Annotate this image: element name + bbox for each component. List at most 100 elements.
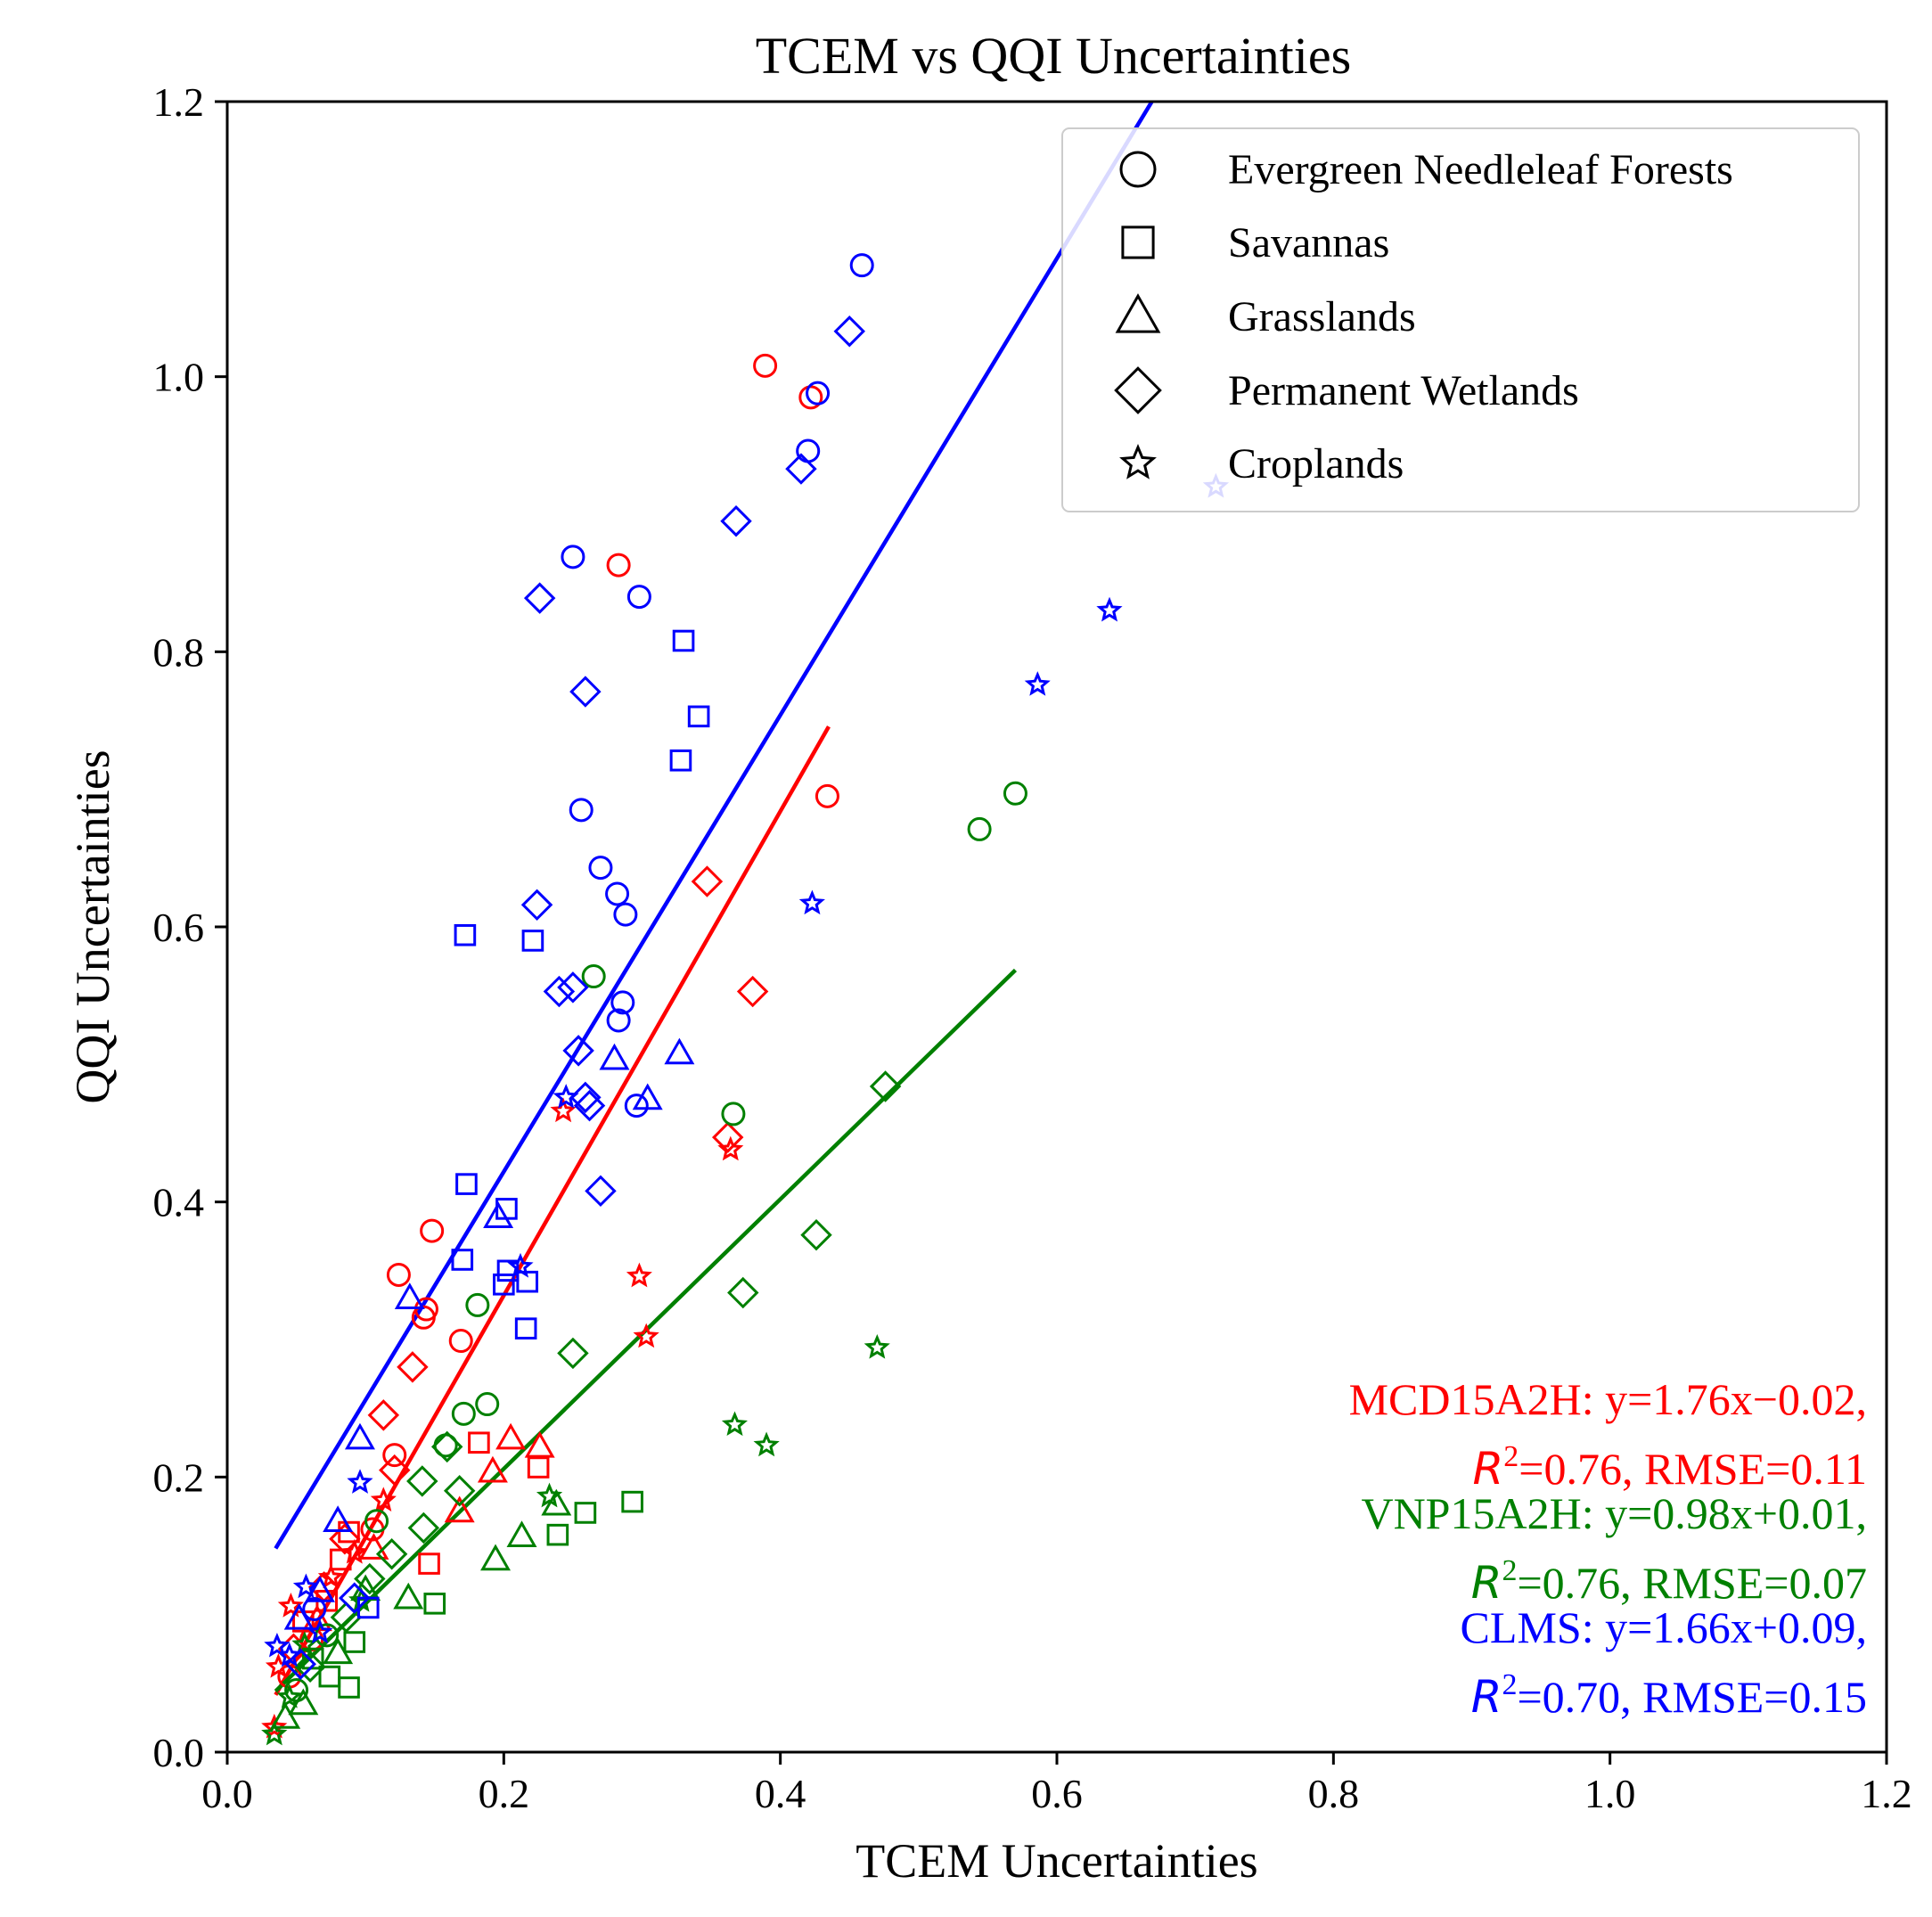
point-vnp15a2h-diamond [294,1651,326,1684]
point-vnp15a2h-diamond [406,1465,438,1497]
point-clms-square [496,1259,520,1282]
point-vnp15a2h-triangle [393,1582,424,1610]
point-mcd15a2h-star [626,1262,652,1288]
point-clms-circle [610,990,635,1015]
point-mcd15a2h-triangle [495,1422,527,1450]
point-clms-square [687,705,710,728]
point-clms-square [516,1270,539,1293]
point-vnp15a2h-square [546,1523,569,1546]
chart-title: TCEM vs QQI Uncertainties [756,27,1351,85]
point-clms-diamond [569,676,602,708]
point-mcd15a2h-star [550,1097,577,1123]
point-vnp15a2h-diamond [443,1475,476,1507]
x-tick-label: 0.4 [755,1771,806,1816]
point-clms-triangle [632,1083,663,1110]
x-axis-ticks: 0.0 0.2 0.4 0.6 0.8 1.0 1.2 [201,1752,1912,1816]
y-tick-label: 0.8 [153,629,205,675]
legend-label: Croplands [1228,440,1404,487]
point-clms-circle [605,881,630,906]
point-vnp15a2h-diamond [727,1276,759,1309]
point-clms-circle [302,1596,327,1621]
point-clms-star [276,1642,303,1667]
point-clms-square [451,1249,474,1271]
legend-label: Grasslands [1228,293,1416,340]
y-tick-label: 0.6 [153,905,205,950]
legend-marker-circle [1119,151,1157,188]
point-clms-star [292,1573,319,1599]
stats-equation-clms: CLMS: y=1.66x+0.09, [1461,1602,1867,1652]
point-vnp15a2h-square [343,1631,366,1653]
legend-label: Evergreen Needleleaf Forests [1228,146,1733,193]
stats-r2-vnp15a2h: R2=0.76, RMSE=0.07 [1471,1554,1867,1609]
point-mcd15a2h-circle [606,553,631,578]
point-vnp15a2h-triangle [480,1544,512,1571]
y-tick-label: 0.0 [153,1730,205,1775]
point-mcd15a2h-star [261,1713,288,1739]
point-vnp15a2h-diamond [430,1430,463,1463]
point-vnp15a2h-triangle [270,1701,301,1729]
point-clms-star [1024,671,1051,696]
point-mcd15a2h-star [717,1135,744,1161]
point-vnp15a2h-circle [581,964,606,989]
point-clms-diamond [720,504,752,537]
point-vnp15a2h-diamond [354,1562,386,1595]
plot-area [261,102,1230,1746]
point-clms-square [454,923,477,946]
x-tick-label: 0.8 [1308,1771,1360,1816]
point-clms-star [307,1618,333,1644]
stats-r2-mcd15a2h: R2=0.76, RMSE=0.11 [1473,1440,1867,1495]
point-mcd15a2h-triangle [444,1495,475,1523]
y-tick-label: 1.2 [153,79,205,125]
point-clms-circle [806,381,831,406]
point-mcd15a2h-star [317,1563,344,1589]
point-vnp15a2h-circle [451,1401,476,1426]
point-mcd15a2h-circle [411,1305,436,1330]
point-mcd15a2h-diamond [711,1121,744,1153]
point-vnp15a2h-triangle [288,1688,319,1716]
point-clms-diamond [785,453,817,485]
x-tick-label: 0.6 [1031,1771,1083,1816]
x-tick-label: 0.0 [201,1771,253,1816]
fit-statistics: MCD15A2H: y=1.76x−0.02, R2=0.76, RMSE=0.1… [1349,1374,1867,1723]
point-vnp15a2h-diamond [407,1511,440,1544]
point-clms-star [507,1252,534,1278]
point-clms-square [521,930,544,952]
point-vnp15a2h-star [864,1334,890,1359]
point-mcd15a2h-diamond [379,1454,411,1487]
stats-equation-vnp15a2h: VNP15A2H: y=0.98x+0.01, [1361,1488,1867,1538]
point-vnp15a2h-square [621,1490,643,1513]
point-clms-triangle [599,1043,630,1070]
legend-marker-diamond [1114,366,1162,414]
point-clms-diamond [562,1035,594,1067]
point-clms-square [493,1273,515,1296]
point-mcd15a2h-circle [386,1262,411,1287]
point-mcd15a2h-star [341,1538,368,1564]
point-vnp15a2h-circle [967,816,992,841]
point-vnp15a2h-square [574,1502,597,1524]
point-vnp15a2h-star [721,1411,748,1437]
point-mcd15a2h-star [633,1323,659,1348]
y-tick-label: 0.4 [153,1180,205,1225]
point-clms-diamond [543,975,576,1008]
point-clms-triangle [323,1505,354,1533]
point-clms-diamond [523,582,556,614]
legend-marker-square [1121,225,1155,259]
point-clms-circle [561,545,585,569]
point-mcd15a2h-triangle [358,1533,389,1560]
point-vnp15a2h-star [536,1482,563,1508]
point-clms-star [798,889,825,915]
point-mcd15a2h-diamond [367,1399,400,1431]
legend-marker-star [1119,444,1157,479]
point-mcd15a2h-triangle [477,1455,508,1483]
point-clms-circle [849,253,874,278]
stats-equation-mcd15a2h: MCD15A2H: y=1.76x−0.02, [1349,1374,1867,1424]
point-mcd15a2h-star [277,1593,304,1618]
point-clms-circle [613,902,638,927]
x-tick-label: 1.0 [1584,1771,1636,1816]
point-clms-triangle [483,1201,514,1228]
point-mcd15a2h-circle [815,783,839,808]
point-clms-star [1096,596,1123,622]
data-points [261,253,1230,1746]
point-mcd15a2h-diamond [691,865,724,897]
point-vnp15a2h-circle [1003,781,1027,806]
